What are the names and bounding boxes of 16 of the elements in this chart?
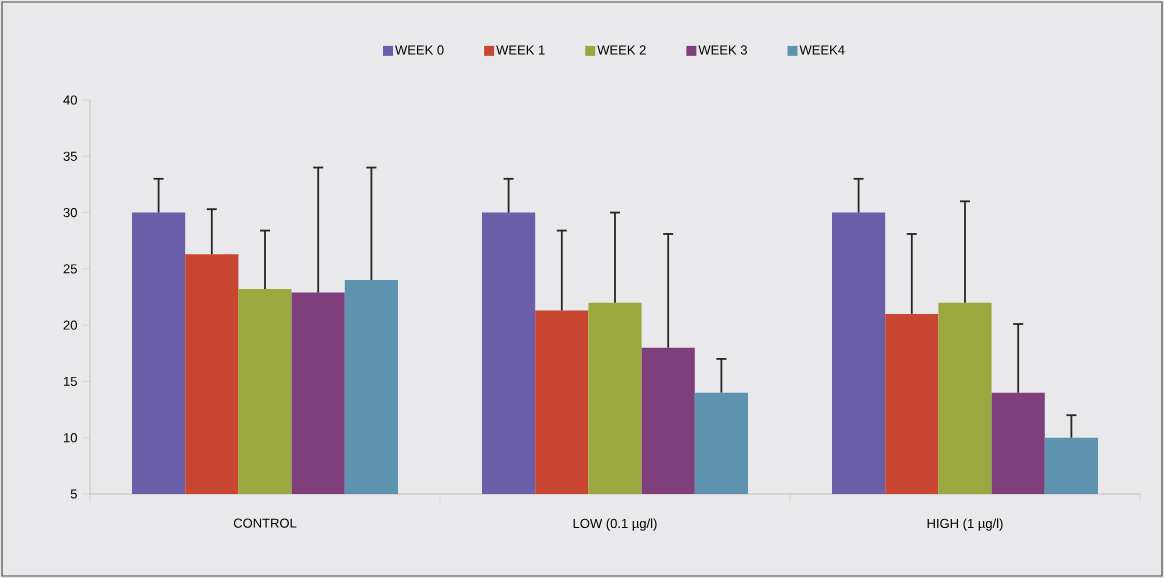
x-tick-label: HIGH (1 µg/l) (927, 518, 1003, 531)
legend-label: WEEK 2 (597, 45, 646, 55)
legend-label: WEEK 1 (496, 45, 545, 55)
legend-label: WEEK4 (799, 45, 845, 55)
legend-label: WEEK 0 (395, 45, 444, 55)
y-tick-label: 20 (63, 320, 77, 330)
y-tick-label: 25 (63, 264, 77, 274)
y-tick-label: 5 (70, 489, 77, 499)
legend-label: WEEK 3 (698, 45, 747, 55)
y-tick-label: 35 (63, 151, 77, 161)
y-tick-label: 40 (63, 95, 77, 105)
y-tick-label: 10 (63, 433, 77, 443)
x-tick-label: LOW (0.1 µg/l) (573, 518, 657, 531)
y-tick-label: 15 (63, 376, 77, 386)
x-tick-label: CONTROL (233, 518, 297, 528)
y-tick-label: 30 (63, 207, 77, 218)
